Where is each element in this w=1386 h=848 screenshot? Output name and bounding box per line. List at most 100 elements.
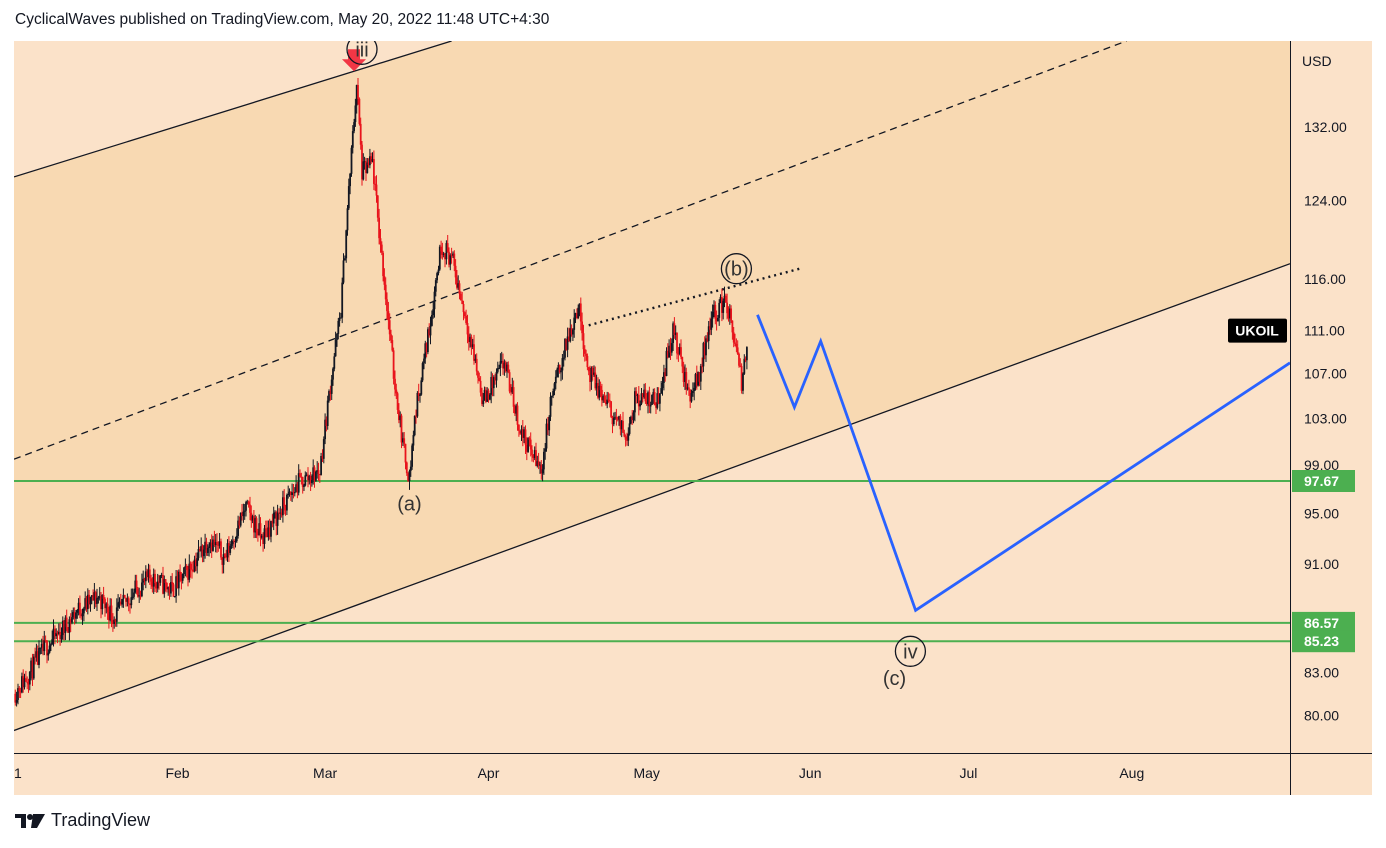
candle[interactable] (72, 607, 75, 620)
candle[interactable] (589, 365, 591, 392)
candle[interactable] (648, 386, 651, 413)
candle[interactable] (489, 393, 491, 401)
candle[interactable] (491, 373, 494, 397)
candle[interactable] (200, 537, 203, 558)
plot-area[interactable]: iii (a) (b) iv (c) (14, 0, 1290, 732)
candle[interactable] (477, 370, 479, 384)
candle[interactable] (647, 390, 649, 414)
candle[interactable] (470, 334, 473, 355)
candle[interactable] (117, 594, 119, 611)
candle[interactable] (208, 542, 210, 557)
candle[interactable] (553, 382, 556, 396)
candle[interactable] (717, 315, 719, 322)
candle[interactable] (144, 565, 147, 589)
candle[interactable] (36, 645, 39, 666)
candle[interactable] (730, 305, 732, 324)
candle[interactable] (529, 432, 532, 457)
candle[interactable] (22, 669, 25, 693)
candle[interactable] (582, 324, 585, 357)
candle[interactable] (532, 454, 535, 463)
candle[interactable] (634, 387, 636, 422)
candle[interactable] (146, 568, 148, 581)
candle[interactable] (465, 309, 467, 325)
candle[interactable] (413, 415, 416, 437)
candle[interactable] (544, 443, 547, 460)
candle[interactable] (689, 389, 692, 409)
candle[interactable] (122, 588, 125, 608)
candle[interactable] (54, 625, 56, 645)
candle[interactable] (622, 411, 624, 433)
candle[interactable] (490, 371, 493, 404)
candle[interactable] (678, 343, 681, 356)
candle[interactable] (156, 573, 159, 593)
candle[interactable] (262, 532, 264, 552)
candle[interactable] (102, 586, 105, 604)
candle[interactable] (121, 598, 123, 608)
candle[interactable] (105, 602, 108, 614)
candle[interactable] (408, 469, 411, 490)
candle[interactable] (332, 367, 334, 386)
candle[interactable] (67, 627, 69, 633)
candle[interactable] (674, 325, 677, 341)
candle[interactable] (706, 332, 709, 343)
candle[interactable] (46, 640, 48, 664)
candle[interactable] (743, 354, 746, 375)
candle[interactable] (402, 432, 404, 446)
candle[interactable] (388, 313, 391, 341)
candle[interactable] (556, 367, 558, 378)
candle[interactable] (205, 537, 208, 556)
candle[interactable] (188, 554, 191, 583)
candle[interactable] (63, 620, 65, 641)
candle[interactable] (230, 539, 233, 549)
candle[interactable] (533, 446, 536, 461)
candle[interactable] (228, 536, 230, 562)
candle[interactable] (42, 635, 44, 656)
candle[interactable] (344, 255, 346, 261)
candle[interactable] (744, 356, 747, 363)
candle[interactable] (578, 303, 581, 317)
candle[interactable] (409, 460, 412, 477)
candle[interactable] (249, 496, 251, 521)
candle[interactable] (626, 432, 628, 446)
candle[interactable] (701, 357, 703, 374)
candle[interactable] (514, 404, 516, 416)
candle[interactable] (171, 573, 174, 592)
candle[interactable] (442, 252, 445, 258)
candle[interactable] (440, 240, 442, 259)
candle[interactable] (527, 437, 529, 453)
candle[interactable] (471, 338, 474, 350)
candle[interactable] (521, 420, 524, 447)
candle[interactable] (159, 574, 162, 586)
candle[interactable] (369, 148, 371, 169)
candle[interactable] (325, 416, 328, 432)
candle[interactable] (536, 455, 539, 468)
candle[interactable] (438, 244, 441, 271)
candle[interactable] (133, 588, 135, 600)
candle[interactable] (125, 597, 127, 607)
candle[interactable] (508, 369, 511, 394)
candle[interactable] (492, 375, 495, 397)
candle[interactable] (374, 176, 377, 191)
candle[interactable] (614, 411, 616, 420)
candle[interactable] (75, 610, 77, 624)
candle[interactable] (416, 391, 419, 418)
candle[interactable] (404, 443, 407, 470)
candle[interactable] (378, 208, 380, 245)
candle[interactable] (444, 253, 446, 268)
candle[interactable] (311, 474, 313, 487)
candle[interactable] (407, 472, 409, 482)
candle[interactable] (433, 286, 436, 318)
candle[interactable] (598, 379, 601, 401)
candle[interactable] (615, 408, 618, 426)
candle[interactable] (727, 306, 730, 322)
candle[interactable] (15, 691, 18, 707)
candle[interactable] (450, 247, 453, 264)
candle[interactable] (288, 488, 291, 497)
wave-label[interactable]: (c) (883, 668, 906, 690)
candle[interactable] (721, 288, 723, 322)
candle[interactable] (134, 574, 137, 594)
candle[interactable] (417, 383, 420, 401)
candle[interactable] (164, 579, 167, 592)
candle[interactable] (264, 520, 267, 538)
candle[interactable] (43, 630, 46, 656)
